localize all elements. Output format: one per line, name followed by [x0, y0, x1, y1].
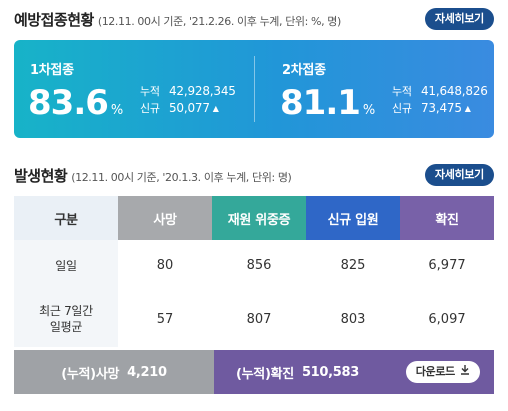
row-label-line2: 일평균	[49, 320, 83, 334]
trend-up-icon: ▲	[464, 104, 471, 113]
download-button[interactable]: 다운로드	[405, 361, 480, 383]
daily-death: 80	[156, 258, 174, 273]
cumulative-confirmed-label: (누적)확진	[236, 366, 294, 382]
vaccination-divider	[254, 56, 255, 122]
second-dose-new-value: 73,475	[421, 101, 462, 115]
daily-severe: 856	[246, 258, 272, 273]
vaccination-detail-button[interactable]: 자세히보기	[424, 8, 494, 30]
vaccination-card: 1차접종 83.6% 누적 42,928,345 신규 50,077 ▲ 2차접…	[14, 40, 494, 138]
cumulative-bar: (누적)사망 4,210 (누적)확진 510,583 다운로드	[14, 350, 494, 394]
table-row: 최근 7일간 일평균 57 807 803 6,097	[14, 291, 494, 347]
occurrence-table: 구분 사망 재원 위중증 신규 입원 확진 일일 80 856 825 6,97…	[14, 196, 494, 347]
second-dose-label: 2차접종	[282, 63, 326, 78]
second-dose-cumulative-label: 누적	[392, 85, 412, 98]
second-dose-panel: 2차접종 81.1% 누적 41,648,826 신규 73,475 ▲	[254, 40, 494, 138]
weekly-confirmed: 6,097	[428, 311, 466, 327]
occurrence-detail-button[interactable]: 자세히보기	[424, 164, 494, 186]
daily-new-admission: 825	[340, 258, 366, 273]
first-dose-panel: 1차접종 83.6% 누적 42,928,345 신규 50,077 ▲	[14, 40, 254, 138]
weekly-new-admission: 803	[340, 311, 366, 327]
cumulative-confirmed: (누적)확진 510,583 다운로드	[214, 350, 494, 394]
header-severe: 재원 위중증	[212, 196, 306, 240]
second-dose-stats: 누적 41,648,826 신규 73,475 ▲	[392, 83, 488, 117]
first-dose-cumulative-label: 누적	[140, 85, 160, 98]
occurrence-title: 발생현황	[14, 167, 68, 185]
header-death: 사망	[118, 196, 212, 240]
daily-confirmed: 6,977	[428, 258, 466, 273]
first-dose-percent: 83.6%	[28, 83, 123, 123]
first-dose-unit: %	[110, 103, 123, 118]
cumulative-death-value: 4,210	[127, 364, 167, 380]
occurrence-header: 발생현황 (12.11. 00시 기준, '20.1.3. 이후 누계, 단위:…	[14, 165, 292, 186]
first-dose-stats: 누적 42,928,345 신규 50,077 ▲	[140, 83, 236, 117]
second-dose-unit: %	[362, 103, 375, 118]
header-confirmed: 확진	[400, 196, 494, 240]
row-label-weekly-average: 최근 7일간 일평균	[14, 291, 118, 347]
trend-up-icon: ▲	[212, 104, 219, 113]
weekly-death: 57	[156, 311, 174, 327]
vaccination-title: 예방접종현황	[14, 11, 94, 29]
row-label-line1: 최근 7일간	[39, 304, 93, 318]
first-dose-new-value: 50,077	[169, 101, 210, 115]
cumulative-death: (누적)사망 4,210	[14, 350, 214, 394]
header-new-admission: 신규 입원	[306, 196, 400, 240]
cumulative-confirmed-value: 510,583	[301, 364, 360, 380]
second-dose-percent: 81.1%	[280, 83, 375, 123]
table-row: 일일 80 856 825 6,977	[14, 240, 494, 291]
occurrence-subtitle: (12.11. 00시 기준, '20.1.3. 이후 누계, 단위: 명)	[71, 171, 292, 184]
download-icon	[460, 361, 470, 383]
table-header-row: 구분 사망 재원 위중증 신규 입원 확진	[14, 196, 494, 240]
row-label-daily: 일일	[14, 240, 118, 291]
vaccination-header: 예방접종현황 (12.11. 00시 기준, '21.2.26. 이후 누계, …	[14, 9, 341, 30]
download-label: 다운로드	[415, 365, 456, 378]
weekly-severe: 807	[246, 311, 272, 327]
cumulative-death-label: (누적)사망	[61, 366, 120, 382]
vaccination-subtitle: (12.11. 00시 기준, '21.2.26. 이후 누계, 단위: %, …	[97, 15, 342, 28]
header-category: 구분	[14, 196, 118, 240]
first-dose-label: 1차접종	[30, 63, 74, 78]
first-dose-cumulative-value: 42,928,345	[169, 84, 236, 98]
second-dose-new-label: 신규	[392, 102, 412, 115]
first-dose-new-label: 신규	[140, 102, 160, 115]
second-dose-cumulative-value: 41,648,826	[421, 84, 488, 98]
